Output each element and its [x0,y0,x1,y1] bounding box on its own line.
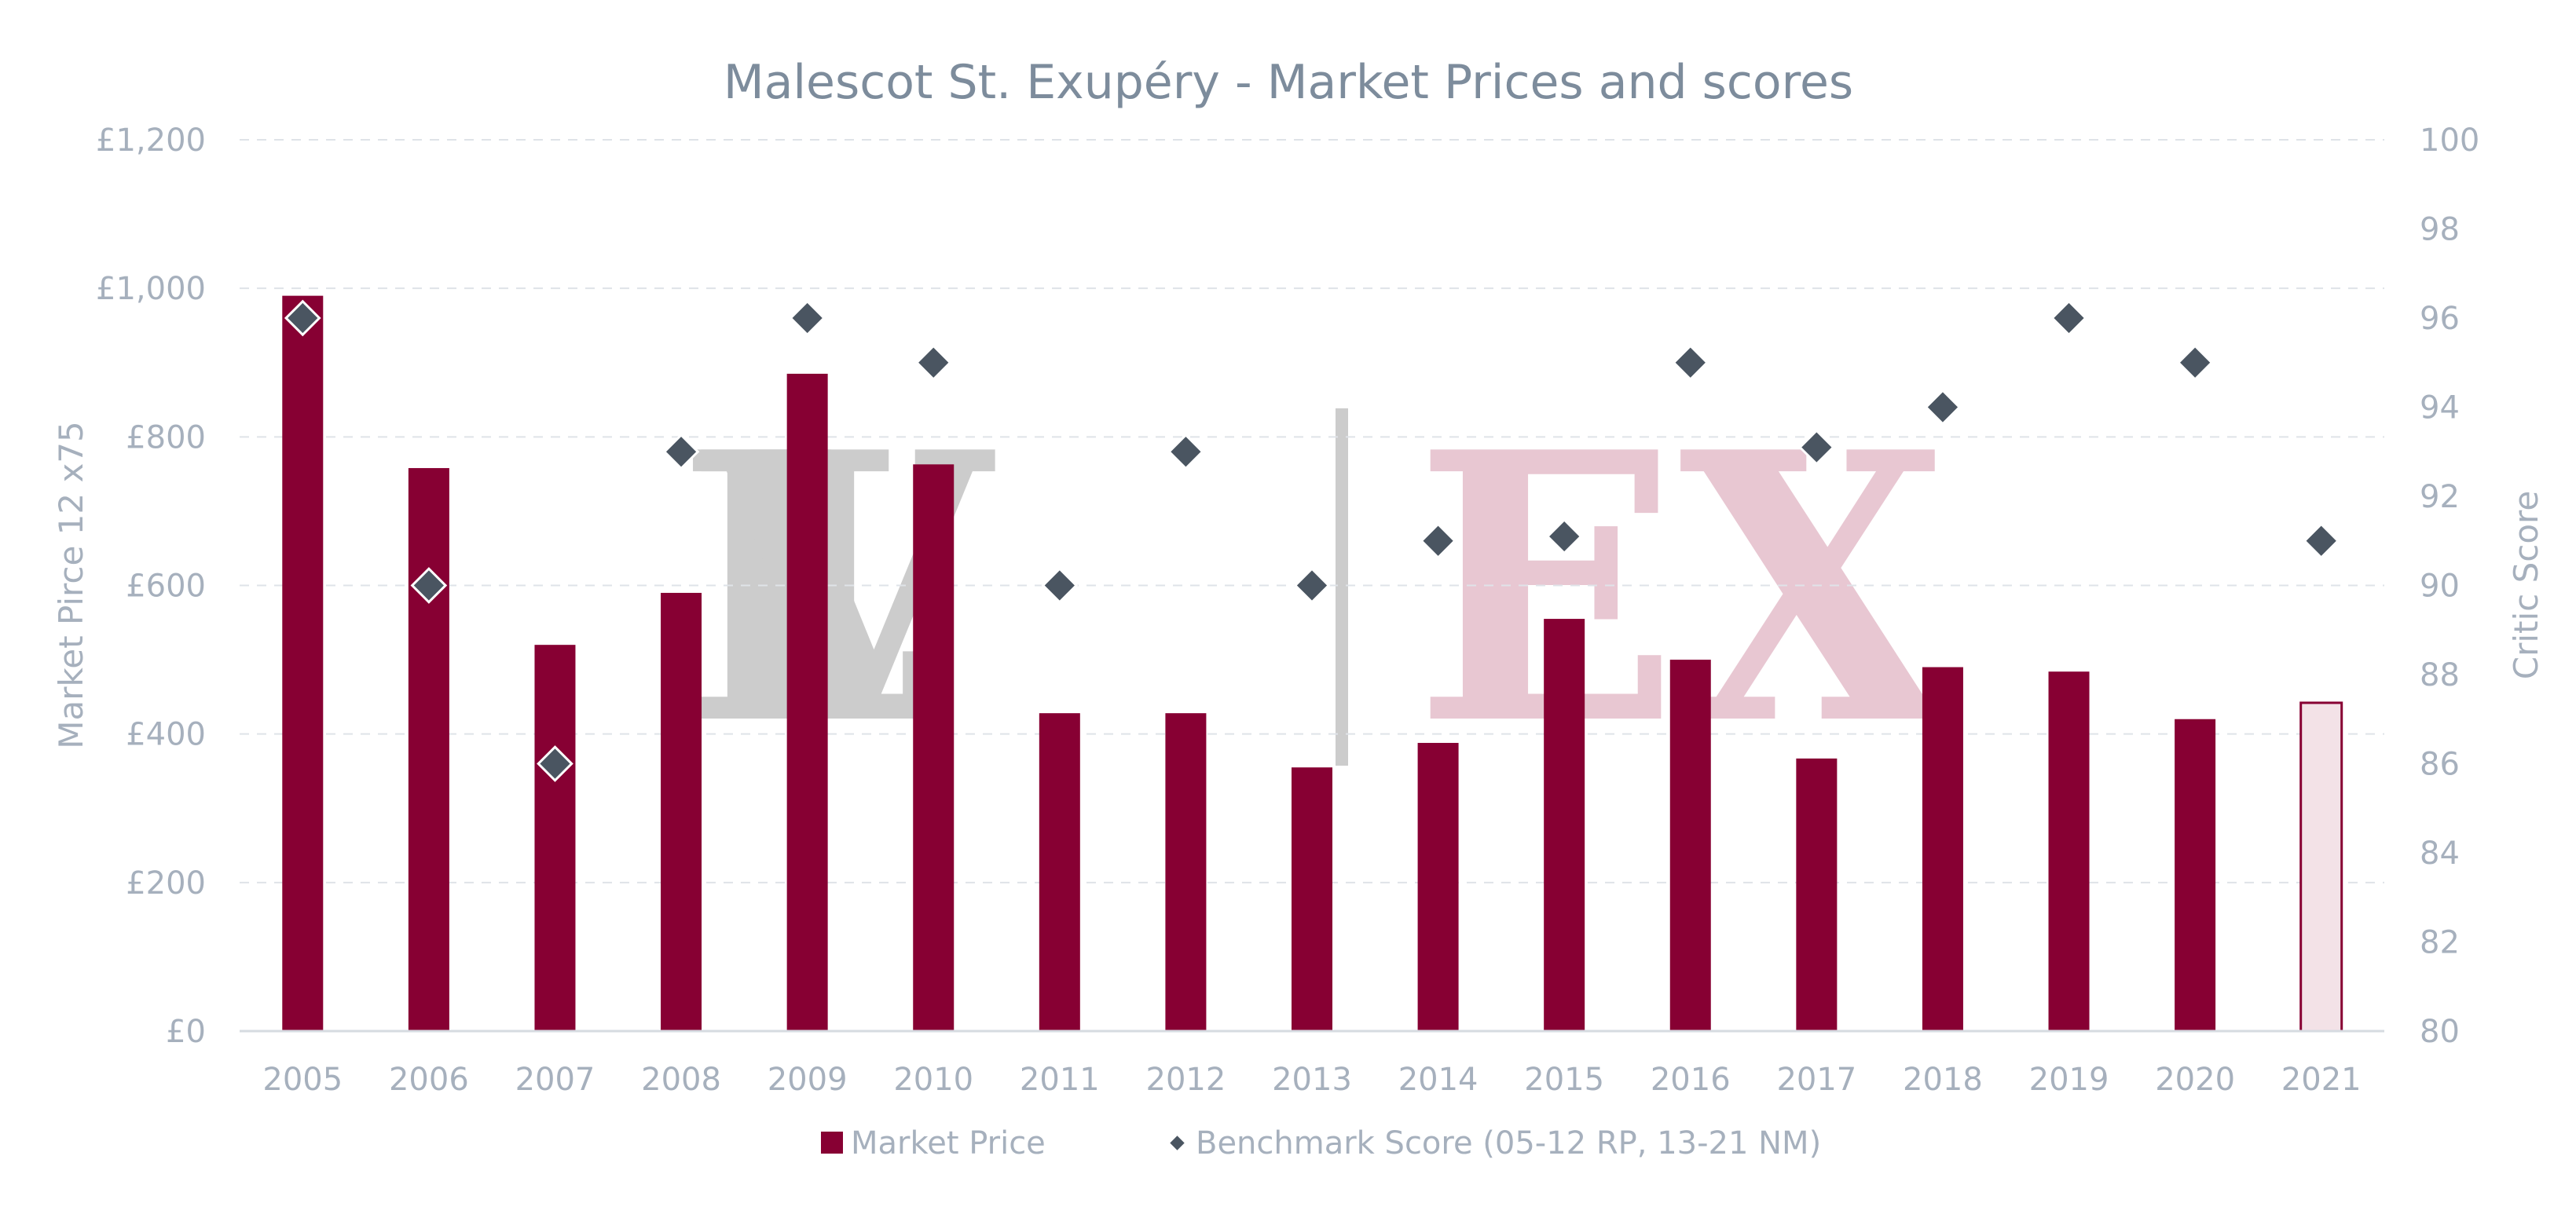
x-tick-label: 2020 [2155,1062,2235,1098]
score-marker [2176,344,2214,382]
x-tick-label: 2011 [1020,1062,1100,1098]
legend-marker-label: Benchmark Score (05-12 RP, 13-21 NM) [1196,1125,1821,1161]
legend-marker-swatch [1170,1136,1185,1150]
bar [1292,767,1332,1031]
y2-tick-label: 88 [2420,657,2460,693]
score-marker [537,745,573,782]
bar [408,468,449,1031]
y2-tick-label: 80 [2420,1014,2460,1050]
y2-tick-label: 86 [2420,747,2460,783]
bar [1669,660,1711,1031]
x-tick-label: 2021 [2281,1062,2362,1098]
bar-series [282,295,2343,1033]
score-marker [1041,567,1079,604]
legend-bar-swatch [821,1132,843,1154]
y-tick-label: £600 [126,569,206,605]
y-tick-label: £0 [166,1014,206,1050]
y-axis-title: Market Pirce 12 x75 [52,421,90,749]
score-marker [410,567,448,604]
legend-bar-label: Market Price [851,1125,1046,1161]
y2-tick-label: 90 [2420,569,2460,605]
score-marker [1293,567,1331,604]
y-tick-label: £800 [126,419,206,455]
x-tick-label: 2017 [1776,1062,1856,1098]
y2-tick-label: 82 [2420,925,2460,961]
bar [1796,758,1838,1031]
y-tick-label: £1,200 [96,123,206,159]
score-marker [2050,299,2087,337]
x-tick-label: 2015 [1524,1062,1604,1098]
x-tick-label: 2014 [1398,1062,1479,1098]
y2-tick-label: 84 [2420,836,2460,872]
score-marker [2303,522,2340,560]
legend: Market Price Benchmark Score (05-12 RP, … [821,1125,1821,1161]
score-marker [284,299,321,337]
bar [1922,667,1963,1031]
score-marker [662,433,700,470]
bar [2299,701,2343,1033]
x-tick-label: 2019 [2029,1062,2109,1098]
score-series [284,299,2340,782]
y2-tick-label: 100 [2420,123,2479,159]
chart-title: Malescot St. Exupéry - Market Prices and… [724,55,1853,110]
bar [913,464,955,1031]
x-tick-label: 2016 [1651,1062,1731,1098]
y-tick-label: £400 [126,717,206,753]
bar [282,295,324,1031]
x-tick-label: 2005 [262,1062,343,1098]
score-marker [1672,344,1709,382]
x-tick-label: 2018 [1903,1062,1983,1098]
y-tick-label: £200 [126,865,206,902]
x-tick-label: 2008 [641,1062,721,1098]
y2-tick-label: 94 [2420,390,2460,426]
y2-tick-label: 98 [2420,212,2460,248]
y2-axis-title: Critic Score [2507,491,2545,679]
x-tick-label: 2006 [389,1062,469,1098]
bar [1417,743,1459,1031]
score-marker [1420,522,1457,560]
bar [534,645,576,1031]
x-tick-label: 2009 [768,1062,848,1098]
x-tick-label: 2007 [515,1062,595,1098]
score-marker [1798,429,1835,466]
right-axis-ticks: 80 82 84 86 88 90 92 94 96 98 100 [2420,123,2479,1050]
bar [1165,713,1207,1031]
score-marker [914,344,952,382]
bar [786,373,828,1031]
y2-tick-label: 96 [2420,301,2460,337]
bar [2175,719,2216,1031]
x-tick-label: 2010 [893,1062,973,1098]
bar [1039,713,1080,1031]
y-tick-label: £1,000 [96,271,206,307]
x-tick-label: 2013 [1272,1062,1352,1098]
bar [661,592,702,1031]
score-marker [1924,389,1962,426]
score-marker [1167,433,1204,470]
y2-tick-label: 92 [2420,479,2460,515]
bar [1544,619,1585,1031]
left-axis-ticks: £0 £200 £400 £600 £800 £1,000 £1,200 [96,123,206,1050]
score-marker [1545,518,1583,555]
score-marker [789,299,826,337]
bar [2048,671,2090,1031]
x-axis-ticks: 2005 2006 2007 2008 2009 2010 2011 2012 2013 2014… [262,1062,2361,1098]
x-tick-label: 2012 [1146,1062,1226,1098]
